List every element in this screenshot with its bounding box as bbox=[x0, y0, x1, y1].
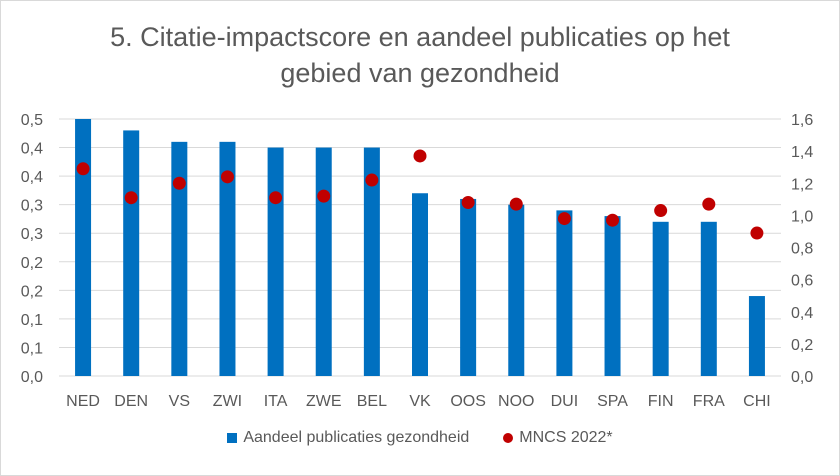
bar-oos bbox=[460, 198, 477, 376]
dot-vk bbox=[413, 149, 427, 163]
bar-den bbox=[123, 130, 140, 376]
y-right-tick-label: 1,4 bbox=[791, 144, 813, 161]
dot-oos bbox=[461, 196, 475, 210]
x-tick-label: ZWI bbox=[213, 393, 242, 410]
x-tick-label: SPA bbox=[597, 393, 628, 410]
y-right-tick-label: 1,2 bbox=[791, 176, 813, 193]
dot-vs bbox=[172, 176, 186, 190]
bar-zwe bbox=[315, 147, 332, 376]
x-tick-label: FIN bbox=[648, 393, 674, 410]
y-left-tick-label: 0,4 bbox=[21, 141, 43, 158]
bar-fin bbox=[652, 221, 669, 376]
y-left-tick-label: 0,2 bbox=[21, 255, 43, 272]
x-tick-label: NED bbox=[66, 393, 100, 410]
bar-zwi bbox=[219, 141, 236, 376]
y-left-tick-label: 0,1 bbox=[21, 312, 43, 329]
x-tick-label: OOS bbox=[450, 393, 486, 410]
y-right-tick-label: 0,0 bbox=[791, 369, 813, 386]
y-right-tick-label: 0,4 bbox=[791, 305, 813, 322]
y-right-tick-label: 0,8 bbox=[791, 241, 813, 258]
dot-ned bbox=[76, 162, 90, 176]
dot-zwi bbox=[220, 170, 234, 184]
legend-dot-label: MNCS 2022* bbox=[519, 429, 613, 446]
legend-item-bars: Aandeel publicaties gezondheid bbox=[227, 429, 469, 447]
bar-bel bbox=[363, 147, 380, 376]
legend-item-dots: MNCS 2022* bbox=[503, 429, 613, 447]
y-right-tick-label: 0,6 bbox=[791, 273, 813, 290]
dot-bel bbox=[365, 173, 379, 187]
x-tick-label: CHI bbox=[743, 393, 771, 410]
chart-title: 5. Citatie-impactscore en aandeel public… bbox=[1, 19, 839, 91]
y-left-tick-label: 0,3 bbox=[21, 226, 43, 243]
y-right-tick-label: 0,2 bbox=[791, 337, 813, 354]
dot-den bbox=[124, 191, 138, 205]
legend-bar-swatch bbox=[227, 433, 238, 443]
y-right-tick-label: 1,0 bbox=[791, 208, 813, 225]
x-tick-label: BEL bbox=[357, 393, 387, 410]
legend-dot-swatch bbox=[503, 433, 514, 443]
bar-fra bbox=[700, 221, 717, 376]
x-tick-label: ITA bbox=[264, 393, 288, 410]
legend-bar-label: Aandeel publicaties gezondheid bbox=[243, 429, 470, 446]
bar-dui bbox=[556, 210, 573, 376]
bar-chi bbox=[748, 296, 765, 376]
chart-title-line-2: gebied van gezondheid bbox=[280, 58, 560, 88]
bar-vk bbox=[412, 193, 428, 376]
dot-fin bbox=[654, 204, 668, 218]
dot-chi bbox=[750, 226, 764, 240]
x-tick-label: VS bbox=[169, 393, 190, 410]
x-tick-label: DUI bbox=[551, 393, 579, 410]
chart-legend: Aandeel publicaties gezondheid MNCS 2022… bbox=[1, 429, 839, 447]
y-left-tick-label: 0,1 bbox=[21, 340, 43, 357]
y-left-tick-label: 0,4 bbox=[21, 169, 43, 186]
y-left-tick-label: 0,0 bbox=[21, 369, 43, 386]
bar-vs bbox=[171, 141, 188, 376]
dot-spa bbox=[606, 213, 620, 227]
x-tick-label: FRA bbox=[693, 393, 725, 410]
dot-fra bbox=[702, 197, 716, 211]
y-left-tick-label: 0,5 bbox=[21, 112, 43, 129]
bar-noo bbox=[508, 204, 525, 376]
y-left-tick-label: 0,3 bbox=[21, 198, 43, 215]
x-tick-label: NOO bbox=[498, 393, 534, 410]
chart-plot: 0,0 0,1 0,1 0,2 0,2 0,3 0,3 0,4 0,4 0,5 0,0 0,2 0,4 0… bbox=[21, 112, 814, 410]
x-tick-label: DEN bbox=[114, 393, 148, 410]
bar-ned bbox=[75, 119, 92, 376]
x-tick-label: VK bbox=[409, 393, 431, 410]
chart-title-line-1: 5. Citatie-impactscore en aandeel public… bbox=[110, 22, 730, 52]
bar-spa bbox=[604, 216, 621, 376]
dot-noo bbox=[509, 197, 523, 211]
dot-dui bbox=[557, 212, 571, 226]
dot-ita bbox=[269, 191, 283, 205]
dot-zwe bbox=[317, 189, 331, 203]
y-right-tick-label: 1,6 bbox=[791, 112, 813, 129]
y-left-tick-label: 0,2 bbox=[21, 283, 43, 300]
x-tick-label: ZWE bbox=[306, 393, 342, 410]
bar-ita bbox=[267, 147, 284, 376]
